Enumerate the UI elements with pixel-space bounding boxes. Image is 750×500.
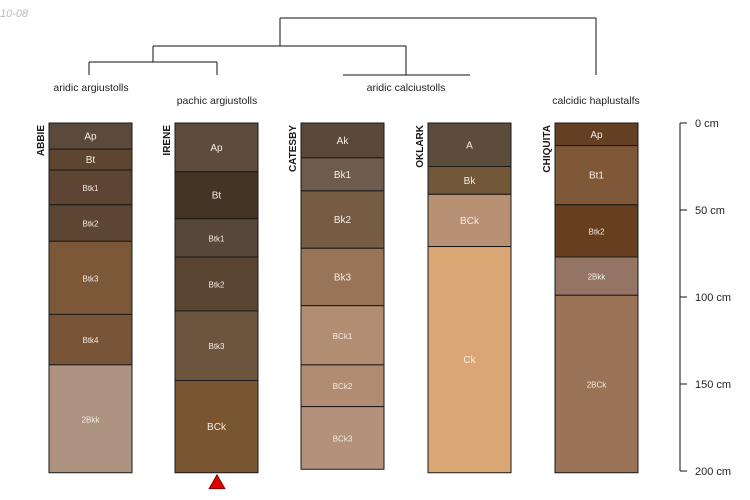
horizon-label-oklark-0: A: [466, 140, 473, 151]
horizon-label-irene-1: Bt: [212, 191, 222, 202]
depth-tick-label-100: 100 cm: [695, 292, 731, 304]
horizon-catesby-0: [300, 122, 385, 159]
horizon-label-irene-2: Btk1: [208, 234, 225, 243]
horizon-oklark-2: [427, 193, 512, 248]
horizon-chiquita-4: [554, 294, 639, 474]
horizon-label-catesby-1: Bk1: [334, 170, 352, 181]
depth-tick-label-0: 0 cm: [695, 118, 719, 130]
horizon-label-chiquita-4: 2BCk: [587, 381, 608, 390]
horizon-abbie-3: [48, 204, 133, 242]
horizon-label-irene-0: Ap: [210, 143, 223, 154]
horizon-abbie-6: [48, 364, 133, 474]
depth-tick-label-50: 50 cm: [695, 205, 725, 217]
horizon-label-abbie-0: Ap: [84, 132, 97, 143]
horizon-irene-2: [174, 218, 259, 258]
horizon-catesby-4: [300, 305, 385, 366]
profile-name-abbie: ABBIE: [36, 125, 47, 156]
horizon-catesby-1: [300, 157, 385, 192]
horizon-label-oklark-1: Bk: [464, 176, 477, 187]
profile-name-irene: IRENE: [162, 125, 173, 156]
horizon-catesby-3: [300, 247, 385, 307]
horizon-chiquita-3: [554, 256, 639, 296]
horizon-oklark-3: [427, 246, 512, 474]
horizon-label-abbie-5: Btk4: [82, 336, 99, 345]
horizon-irene-3: [174, 256, 259, 312]
profile-name-catesby: CATESBY: [288, 125, 299, 172]
horizon-label-catesby-0: Ak: [337, 136, 350, 147]
horizon-label-chiquita-1: Bt1: [589, 171, 604, 182]
classification-label-calcidic-haplustalfs: calcidic haplustalfs: [552, 95, 640, 107]
horizon-label-chiquita-0: Ap: [590, 130, 603, 141]
horizon-label-irene-5: BCk: [207, 422, 227, 433]
horizon-label-abbie-2: Btk1: [82, 184, 99, 193]
horizon-catesby-5: [300, 364, 385, 408]
horizon-chiquita-2: [554, 204, 639, 258]
horizon-label-abbie-1: Bt: [86, 155, 96, 166]
profile-name-chiquita: CHIQUITA: [542, 125, 553, 173]
horizon-label-abbie-4: Btk3: [82, 274, 99, 283]
horizon-irene-4: [174, 310, 259, 382]
classification-label-aridic-calciustolls: aridic calciustolls: [367, 82, 446, 94]
horizon-abbie-0: [48, 122, 133, 150]
horizon-label-irene-4: Btk3: [208, 342, 225, 351]
horizon-label-oklark-3: Ck: [463, 355, 476, 366]
horizon-label-catesby-6: BCk3: [333, 434, 353, 443]
depth-tick-label-200: 200 cm: [695, 466, 731, 478]
horizon-label-abbie-3: Btk2: [82, 220, 99, 229]
horizon-label-abbie-6: 2Bkk: [82, 415, 101, 424]
horizon-abbie-2: [48, 169, 133, 206]
horizon-irene-5: [174, 380, 259, 474]
horizon-abbie-5: [48, 313, 133, 366]
horizon-chiquita-1: [554, 145, 639, 206]
classification-label-aridic-argiustolls: aridic argiustolls: [53, 82, 128, 94]
horizon-irene-1: [174, 171, 259, 220]
horizon-label-catesby-2: Bk2: [334, 215, 352, 226]
horizon-catesby-2: [300, 190, 385, 249]
horizon-label-irene-3: Btk2: [208, 280, 225, 289]
horizon-label-oklark-2: BCk: [460, 216, 480, 227]
horizon-label-chiquita-3: 2Bkk: [588, 273, 607, 282]
horizon-oklark-1: [427, 166, 512, 195]
horizon-label-chiquita-2: Btk2: [588, 227, 605, 236]
corner-label: 10-08: [0, 8, 29, 20]
horizon-oklark-0: [427, 122, 512, 167]
classification-label-pachic-argiustolls: pachic argiustolls: [177, 95, 258, 107]
horizon-catesby-6: [300, 406, 385, 470]
horizon-abbie-4: [48, 240, 133, 315]
horizon-label-catesby-3: Bk3: [334, 272, 352, 283]
profile-marker-icon: [208, 473, 226, 490]
profile-name-oklark: OKLARK: [415, 124, 426, 168]
depth-tick-label-150: 150 cm: [695, 379, 731, 391]
horizon-label-catesby-4: BCk1: [333, 332, 353, 341]
horizon-label-catesby-5: BCk2: [333, 382, 353, 391]
